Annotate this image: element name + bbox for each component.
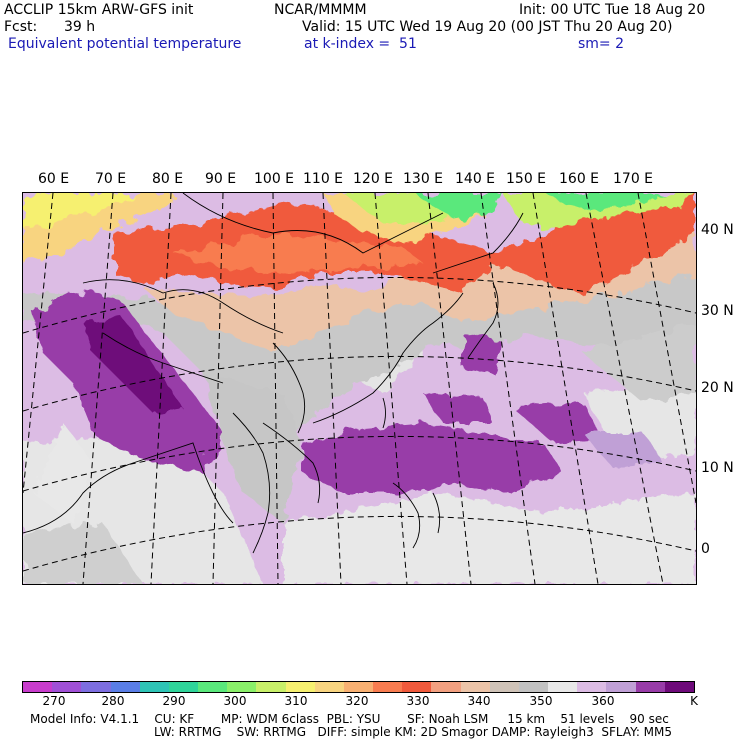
colorbar-swatch [198,682,228,692]
lat-label: 20 N [701,380,734,396]
lon-label: 120 E [353,171,394,187]
theta-e-map [23,193,696,584]
lon-label: 60 E [38,171,70,187]
lon-label: 80 E [152,171,184,187]
lat-label: 30 N [701,303,734,319]
colorbar-tick-label: 340 [467,694,491,708]
colorbar-tick-label: 310 [284,694,308,708]
forecast-hour: 39 h [64,19,96,35]
colorbar-swatch [431,682,461,692]
colorbar-tick-label: 330 [406,694,430,708]
field-fill-tan [143,223,696,353]
colorbar [22,681,695,693]
colorbar-tick-label: 320 [345,694,369,708]
colorbar-swatch [635,682,665,692]
colorbar-swatch [402,682,432,692]
model-info-line-2: LW: RRTMG SW: RRTMG DIFF: simple KM: 2D … [154,725,673,739]
map-panel [22,192,697,585]
graticule [23,193,696,584]
organization-label: NCAR/MMMM [274,2,367,18]
init-time: Init: 00 UTC Tue 18 Aug 20 [519,2,706,18]
level-index: at k-index = 51 [304,36,417,52]
colorbar-swatch [52,682,82,692]
field-fill-north [23,193,696,263]
colorbar-tick-label: 280 [101,694,125,708]
lon-label: 70 E [95,171,127,187]
colorbar-swatch [285,682,315,692]
lon-label: 100 E [254,171,295,187]
colorbar-swatch [518,682,549,692]
lat-label: 40 N [701,222,734,238]
lon-label: 90 E [205,171,237,187]
smoothing-value: sm= 2 [578,36,625,52]
colorbar-tick-label: 290 [162,694,186,708]
lat-label: 0 [701,541,710,557]
colorbar-tick-label: 360 [591,694,615,708]
colorbar-swatch [577,682,607,692]
field-fill-red [113,193,696,293]
field-name: Equivalent potential temperature [8,36,242,52]
lon-label: 160 E [559,171,600,187]
valid-time: Valid: 15 UTC Wed 19 Aug 20 (00 JST Thu … [302,19,673,35]
colorbar-swatch [343,682,374,692]
colorbar-swatch [664,682,694,692]
colorbar-swatch [81,682,111,692]
colorbar-swatch [110,682,140,692]
colorbar-tick-label: 350 [529,694,553,708]
lon-label: 130 E [403,171,444,187]
lat-label: 10 N [701,460,734,476]
colorbar-swatch [548,682,578,692]
colorbar-swatch [168,682,199,692]
colorbar-swatch [314,682,344,692]
colorbar-swatch [256,682,286,692]
colorbar-tick-label: 270 [42,694,66,708]
colorbar-swatch [373,682,403,692]
colorbar-swatch [460,682,490,692]
model-title: ACCLIP 15km ARW-GFS init [4,2,194,18]
colorbar-swatch [606,682,636,692]
colorbar-swatch [489,682,519,692]
forecast-label: Fcst: [4,19,38,35]
lon-label: 110 E [303,171,344,187]
coastlines [23,193,524,554]
colorbar-tick-label: 300 [223,694,247,708]
colorbar-swatch [23,682,53,692]
lon-label: 170 E [613,171,654,187]
colorbar-swatch [227,682,257,692]
model-info-line-1: Model Info: V4.1.1 CU: KF MP: WDM 6class… [30,712,669,726]
colorbar-unit: K [690,694,698,708]
lon-label: 140 E [455,171,496,187]
lon-label: 150 E [506,171,547,187]
colorbar-swatch [139,682,169,692]
